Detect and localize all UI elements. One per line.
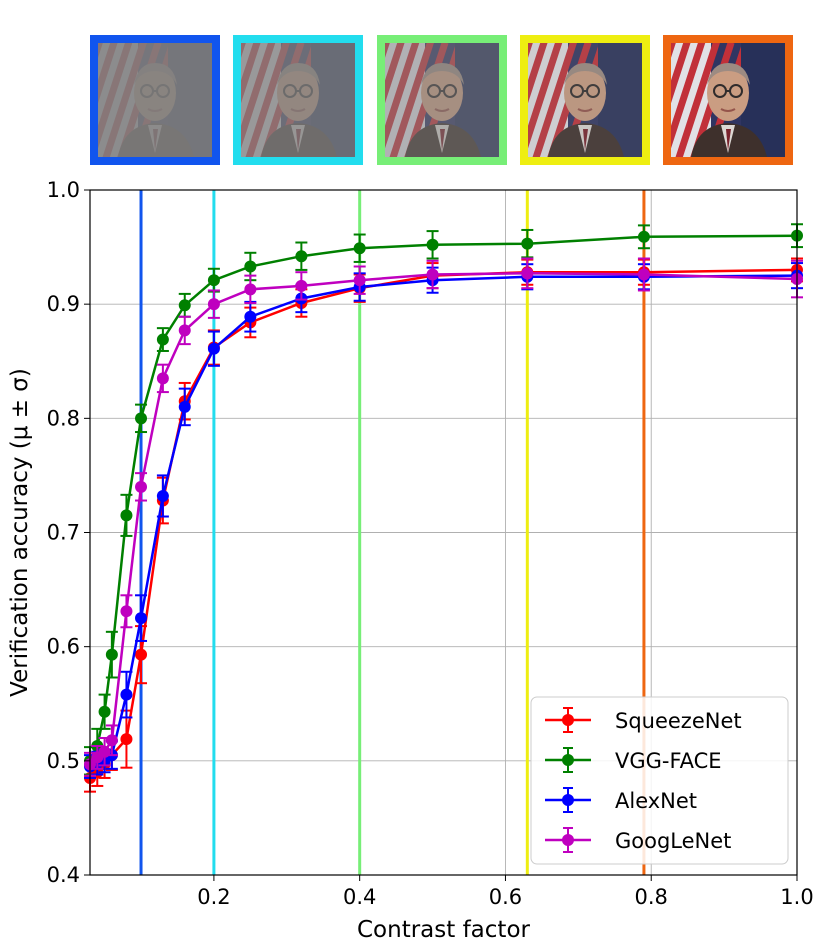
portrait-image	[385, 43, 499, 157]
thumb-contrast-0.79	[663, 35, 793, 165]
y-tick-label: 1.0	[47, 178, 80, 202]
x-tick-label: 0.2	[197, 885, 230, 909]
data-point	[156, 333, 169, 346]
series-layer	[84, 223, 803, 793]
data-point	[156, 489, 169, 502]
legend-label: GoogLeNet	[615, 829, 731, 853]
x-tick-label: 0.8	[635, 885, 668, 909]
legend-item-squeezenet: SqueezeNet	[545, 707, 742, 733]
y-axis-label: Verification accuracy (μ ± σ)	[7, 368, 33, 697]
data-point	[637, 268, 650, 281]
legend-item-vgg-face: VGG-FACE	[545, 747, 722, 773]
series-line	[88, 234, 798, 762]
series-vgg-face	[84, 223, 803, 776]
data-point	[105, 734, 118, 747]
x-axis-label: Contrast factor	[357, 917, 531, 943]
data-point	[207, 342, 220, 355]
data-point	[120, 733, 133, 746]
data-point	[178, 324, 191, 337]
legend-item-googlenet: GoogLeNet	[545, 827, 731, 853]
series-line	[89, 272, 798, 766]
data-point	[105, 648, 118, 661]
data-point	[135, 648, 148, 661]
data-point	[637, 230, 650, 243]
portrait-image	[241, 43, 355, 157]
data-point	[135, 412, 148, 425]
data-point	[295, 279, 308, 292]
series-googlenet	[84, 257, 803, 777]
data-point	[353, 242, 366, 255]
y-tick-label: 0.6	[47, 635, 80, 659]
data-point	[521, 237, 534, 250]
data-point	[244, 260, 257, 273]
y-tick-label: 0.8	[47, 406, 80, 430]
legend: SqueezeNet VGG-FACE AlexNet GoogLeNet	[530, 696, 789, 865]
x-tick-label: 0.4	[343, 885, 376, 909]
thumb-contrast-0.2	[233, 35, 363, 165]
tick-layer: 0.4 0.5 0.6 0.7 0.8 0.9 1.0 0.2 0.4 0.6 0.8 1.0	[47, 178, 814, 909]
x-tick-label: 0.6	[489, 885, 522, 909]
data-point	[244, 310, 257, 323]
data-point	[156, 372, 169, 385]
data-point	[295, 250, 308, 263]
legend-box	[530, 696, 789, 865]
legend-marker	[562, 794, 574, 806]
data-point	[207, 274, 220, 287]
legend-marker	[562, 754, 574, 766]
data-point	[207, 298, 220, 311]
legend-label: SqueezeNet	[615, 709, 742, 733]
data-point	[135, 480, 148, 493]
data-point	[178, 299, 191, 312]
thumb-contrast-0.4	[377, 35, 507, 165]
y-tick-label: 0.5	[47, 749, 80, 773]
data-point	[426, 268, 439, 281]
legend-label: VGG-FACE	[615, 749, 722, 773]
y-tick-label: 0.9	[47, 292, 80, 316]
y-tick-label: 0.7	[47, 521, 80, 545]
data-point	[521, 267, 534, 280]
thumb-contrast-0.63	[520, 35, 650, 165]
data-point	[244, 283, 257, 296]
y-tick-label: 0.4	[47, 863, 80, 887]
legend-marker	[562, 714, 574, 726]
x-tick-label: 1.0	[780, 885, 813, 909]
portrait-image	[528, 43, 642, 157]
data-point	[120, 509, 133, 522]
data-point	[135, 612, 148, 625]
portrait-image	[98, 43, 212, 157]
contrast-thumbnail-strip	[0, 0, 830, 180]
data-point	[353, 274, 366, 287]
data-point	[178, 400, 191, 413]
data-point	[120, 605, 133, 618]
series-line	[89, 274, 798, 768]
data-point	[120, 688, 133, 701]
legend-label: AlexNet	[615, 789, 697, 813]
data-point	[426, 238, 439, 251]
thumb-contrast-0.1	[90, 35, 220, 165]
legend-item-alexnet: AlexNet	[545, 787, 697, 813]
portrait-image	[671, 43, 785, 157]
legend-marker	[562, 834, 574, 846]
data-point	[98, 705, 111, 718]
